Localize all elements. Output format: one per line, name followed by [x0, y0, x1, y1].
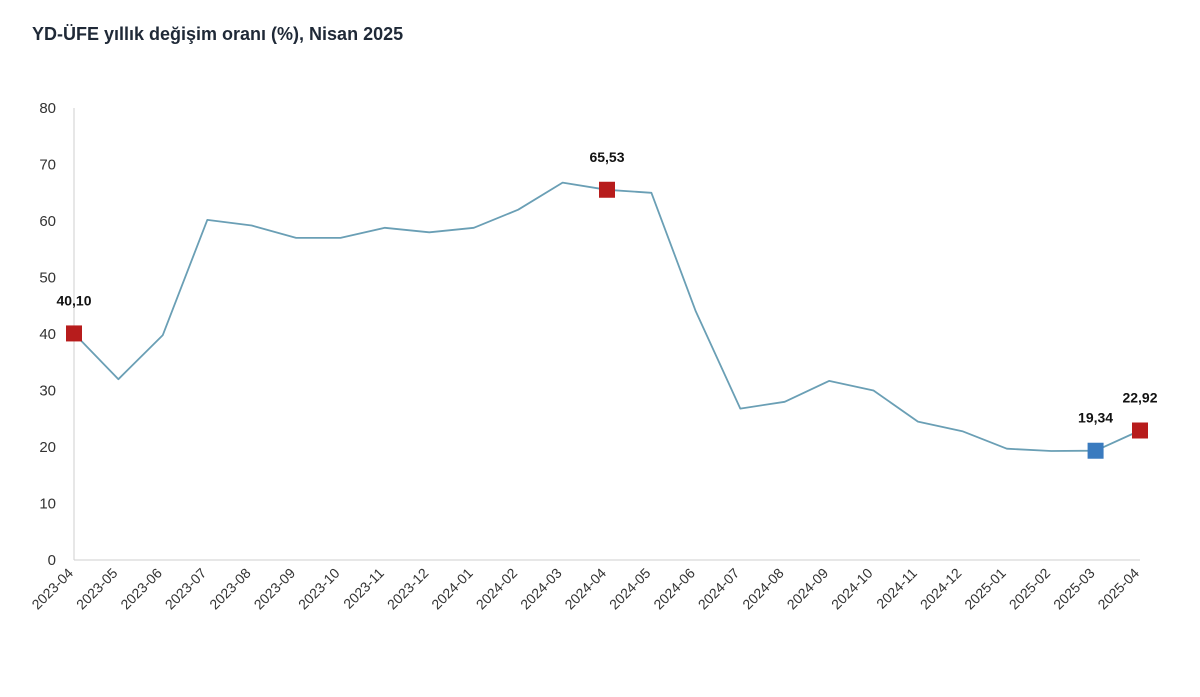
x-tick-label: 2025-02 — [1006, 565, 1054, 613]
data-label: 65,53 — [589, 149, 624, 165]
highlight-marker — [1132, 422, 1148, 439]
x-tick-label: 2024-09 — [784, 565, 832, 613]
x-tick-label: 2023-12 — [384, 565, 432, 613]
y-tick-label: 60 — [39, 213, 56, 230]
y-tick-label: 10 — [39, 496, 56, 513]
y-tick-label: 30 — [39, 383, 56, 400]
x-tick-label: 2024-07 — [695, 565, 743, 613]
data-label: 19,34 — [1078, 410, 1113, 426]
x-tick-label: 2024-08 — [739, 565, 787, 613]
y-tick-label: 40 — [39, 326, 56, 343]
y-tick-label: 70 — [39, 157, 56, 174]
chart-title: YD-ÜFE yıllık değişim oranı (%), Nisan 2… — [32, 24, 404, 44]
x-tick-label: 2025-04 — [1094, 565, 1142, 613]
x-tick-label: 2023-08 — [206, 565, 254, 613]
highlight-marker — [1087, 442, 1104, 459]
x-tick-label: 2024-02 — [473, 565, 521, 613]
x-tick-label: 2024-12 — [917, 565, 965, 613]
x-tick-label: 2024-01 — [428, 565, 476, 613]
x-tick-label: 2025-03 — [1050, 565, 1098, 613]
x-tick-label: 2024-10 — [828, 565, 876, 613]
y-tick-label: 20 — [39, 439, 56, 456]
x-tick-label: 2024-06 — [650, 565, 698, 613]
data-label: 22,92 — [1122, 390, 1157, 406]
y-tick-label: 50 — [39, 270, 56, 287]
highlight-marker — [599, 181, 615, 198]
x-tick-label: 2025-01 — [961, 565, 1009, 613]
data-label: 40,10 — [56, 292, 91, 308]
x-tick-label: 2023-07 — [162, 565, 210, 613]
x-tick-label: 2024-11 — [873, 565, 920, 612]
x-tick-label: 2024-05 — [606, 565, 654, 613]
x-tick-label: 2023-04 — [28, 565, 76, 613]
highlight-marker — [66, 325, 82, 342]
x-tick-label: 2023-05 — [73, 565, 121, 613]
x-tick-label: 2023-06 — [117, 565, 165, 613]
x-tick-label: 2023-09 — [251, 565, 299, 613]
x-tick-label: 2024-04 — [561, 565, 609, 613]
x-tick-label: 2024-03 — [517, 565, 565, 613]
y-tick-label: 0 — [48, 552, 56, 569]
series-line — [73, 181, 1141, 452]
x-tick-label: 2023-10 — [295, 565, 343, 613]
x-tick-label: 2023-11 — [340, 565, 387, 612]
y-tick-label: 80 — [39, 100, 56, 117]
